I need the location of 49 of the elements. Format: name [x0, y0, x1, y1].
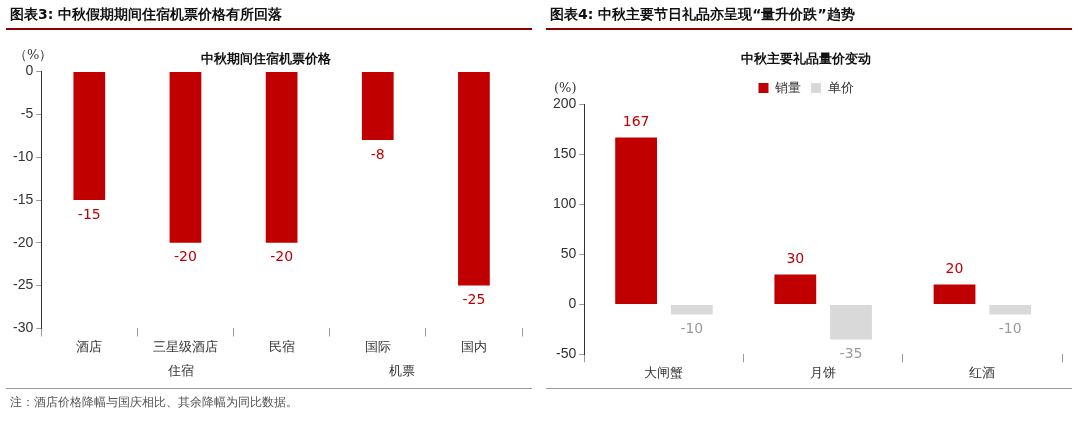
y-tick-label: -5 — [20, 105, 34, 122]
bar — [615, 137, 657, 304]
x-tick-label: 民宿 — [268, 338, 295, 354]
y-tick-label: -30 — [13, 319, 34, 336]
data-label: -8 — [370, 145, 385, 162]
y-tick-label: 50 — [560, 245, 577, 262]
x-tick-label: 三星级酒店 — [152, 338, 218, 354]
bar — [670, 304, 713, 315]
x-tick-label: 酒店 — [76, 338, 103, 354]
legend-label: 销量 — [774, 79, 801, 95]
chart-subtitle: 中秋主要礼品量价变动 — [741, 51, 871, 67]
data-label: 20 — [945, 260, 964, 277]
legend-label: 单价 — [827, 79, 854, 95]
y-tick-label: 150 — [553, 145, 577, 162]
x-tick-label: 月饼 — [810, 364, 837, 380]
x-tick-label: 国际 — [364, 338, 391, 354]
y-tick-label: 0 — [25, 62, 34, 79]
y-tick-label: -15 — [13, 190, 34, 207]
x-tick-label: 红酒 — [969, 364, 996, 380]
y-tick-label: -50 — [556, 345, 577, 362]
data-label: -25 — [462, 291, 486, 308]
bar — [774, 274, 817, 304]
y-axis-title: （%） — [14, 46, 53, 62]
y-tick-label: -10 — [13, 148, 34, 165]
chart-title: 图表4: 中秋主要节日礼品亦呈现“量升价跌”趋势 — [546, 4, 1072, 30]
data-label: -20 — [174, 248, 197, 265]
data-label: -10 — [680, 320, 704, 337]
y-axis-title: (%) — [554, 79, 577, 95]
text: 注：酒店价格降幅与国庆相比、其余降幅为同比数据。 — [6, 388, 532, 415]
text: 住宿 — [167, 363, 195, 379]
data-label: -15 — [77, 205, 101, 222]
data-label: -10 — [998, 320, 1022, 337]
chart-subtitle: 中秋期间住宿机票价格 — [201, 51, 332, 67]
x-tick-label: 大闸蟹 — [644, 364, 684, 380]
data-label: -35 — [839, 345, 863, 362]
y-tick-label: 0 — [568, 295, 577, 312]
data-label: -20 — [270, 248, 294, 265]
chart-title: 图表3: 中秋假期期间住宿机票价格有所回落 — [6, 4, 532, 30]
bar — [933, 284, 976, 304]
bar — [830, 304, 872, 340]
y-tick-label: -20 — [13, 233, 34, 250]
bar — [989, 304, 1032, 315]
data-label: 167 — [622, 113, 650, 130]
y-tick-label: 200 — [553, 95, 577, 112]
text: 机票 — [388, 363, 415, 379]
y-tick-label: 100 — [553, 195, 577, 212]
y-tick-label: -25 — [13, 276, 34, 293]
data-label: 30 — [786, 250, 805, 267]
x-tick-label: 国内 — [460, 338, 487, 354]
